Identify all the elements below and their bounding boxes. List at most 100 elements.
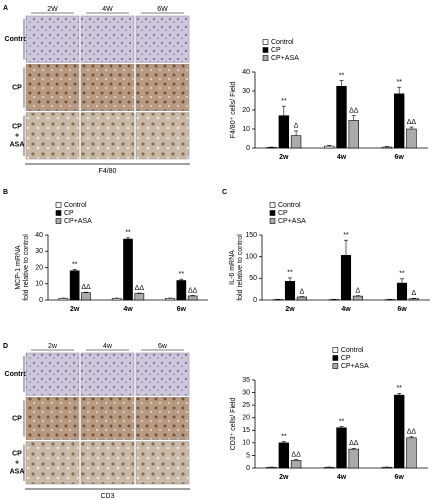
y-tick-label: 30 <box>35 248 43 255</box>
legend-swatch <box>262 55 269 61</box>
error-bar <box>126 237 130 240</box>
significance: ** <box>399 271 405 278</box>
x-tick-label: 6w <box>394 474 404 481</box>
micrograph <box>135 64 190 111</box>
bar <box>324 466 335 469</box>
bar <box>336 85 347 149</box>
legend-label: CP <box>278 210 288 217</box>
error-bar <box>281 441 286 443</box>
bar <box>176 280 187 301</box>
significance: ** <box>179 271 185 278</box>
micrograph <box>135 397 190 440</box>
x-tick-label: 4w <box>341 306 351 313</box>
bar <box>393 93 405 149</box>
error-bar <box>409 436 414 438</box>
column-label: 4w <box>103 343 113 350</box>
micrograph <box>80 15 135 63</box>
bar <box>408 298 419 301</box>
y-tick-label: 20 <box>35 264 43 271</box>
significance: ** <box>281 98 287 105</box>
bar <box>393 394 405 469</box>
x-tick-label: 4w <box>337 474 347 481</box>
error-bar <box>179 278 184 281</box>
bar <box>134 293 145 301</box>
error-bar <box>294 459 299 461</box>
column-label: 2w <box>48 343 58 350</box>
x-tick-label: 6w <box>177 306 187 313</box>
micrograph <box>25 397 80 440</box>
bar <box>187 295 198 301</box>
legend-swatch <box>332 355 339 361</box>
significance: ** <box>396 385 402 392</box>
significance: ΔΔ <box>407 119 417 126</box>
y-tick-label: 40 <box>35 232 43 239</box>
micrograph <box>135 112 190 160</box>
error-bar <box>397 393 402 396</box>
significance: ΔΔ <box>349 440 359 447</box>
x-tick-label: 2w <box>279 474 289 481</box>
legend-swatch <box>269 202 276 208</box>
caption: F4/80 <box>99 168 117 175</box>
legend-label: CP+ASA <box>278 218 306 225</box>
error-bar <box>400 278 404 284</box>
bar <box>266 147 277 149</box>
bar <box>348 448 359 469</box>
bar <box>324 145 335 149</box>
micrograph <box>25 64 80 111</box>
row-label: + <box>15 460 19 467</box>
legend-label: CP+ASA <box>64 218 92 225</box>
bar <box>352 295 363 301</box>
significance: ** <box>287 270 293 277</box>
significance: Δ <box>356 288 361 295</box>
significance: Δ <box>412 290 417 297</box>
x-tick-label: 4w <box>123 306 133 313</box>
y-tick-label: 35 <box>242 377 250 384</box>
bar <box>69 270 80 301</box>
y-tick-label: 20 <box>242 415 250 422</box>
bar <box>340 255 352 301</box>
error-bar <box>409 126 414 129</box>
y-axis-label: CD3⁺ cells/ Field <box>230 398 237 451</box>
row-label: Control <box>5 371 30 378</box>
bar <box>81 292 91 301</box>
y-tick-label: 25 <box>242 402 250 409</box>
significance: ΔΔ <box>291 452 301 459</box>
x-tick-label: 2w <box>285 306 295 313</box>
legend-label: Control <box>278 202 301 209</box>
error-bar <box>327 145 332 147</box>
bar <box>165 298 175 301</box>
column-label: 2W <box>47 6 58 13</box>
row-label: + <box>15 133 19 140</box>
legend-swatch <box>262 47 269 53</box>
x-tick-label: 6w <box>394 154 404 161</box>
bar <box>278 442 290 469</box>
y-axis-label: MCP-1 mRNA <box>15 245 22 290</box>
x-tick-label: 2w <box>279 154 289 161</box>
micrograph <box>25 441 80 485</box>
y-tick-label: 0 <box>246 145 250 152</box>
error-bar <box>339 426 344 428</box>
legend-swatch <box>269 218 276 224</box>
legend-swatch <box>55 218 62 224</box>
panel-letter: A <box>3 5 8 12</box>
y-tick-label: 50 <box>249 275 257 282</box>
bar <box>336 427 347 469</box>
bar <box>58 298 69 301</box>
y-axis-label: IL-6 mRNA <box>229 250 236 285</box>
significance: ** <box>396 79 402 86</box>
y-tick-label: 30 <box>242 88 250 95</box>
bar <box>406 128 417 149</box>
column-label: 6w <box>158 343 168 350</box>
y-tick-label: 0 <box>253 297 257 304</box>
y-tick-label: 30 <box>242 389 250 396</box>
bar <box>278 115 290 149</box>
bar <box>123 238 133 301</box>
legend-label: CP+ASA <box>271 55 299 62</box>
micrograph <box>80 352 135 396</box>
micrograph <box>80 112 135 160</box>
legend-swatch <box>262 39 269 45</box>
y-axis-label: fold relative to control <box>237 234 244 301</box>
error-bar <box>351 115 356 121</box>
legend-swatch <box>332 347 339 353</box>
